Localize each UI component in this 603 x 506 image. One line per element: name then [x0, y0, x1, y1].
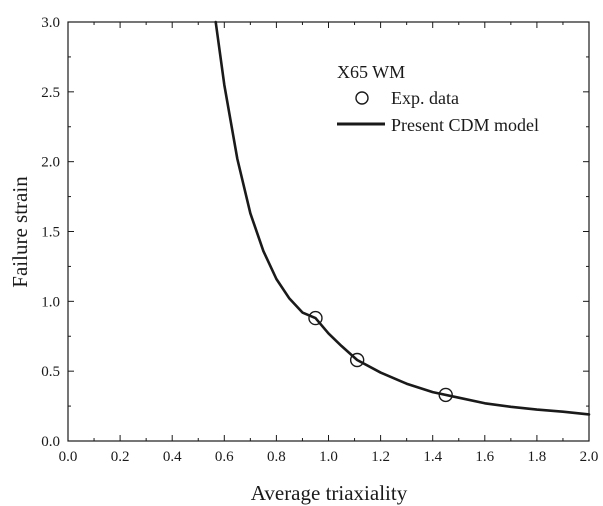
legend-label-exp-data: Exp. data: [391, 88, 459, 108]
x-tick-label: 1.0: [319, 449, 338, 465]
y-tick-label: 0.5: [41, 364, 60, 380]
x-tick-label: 2.0: [580, 449, 599, 465]
y-tick-label: 2.5: [41, 85, 60, 101]
y-tick-label: 2.0: [41, 155, 60, 171]
y-tick-label: 1.0: [41, 294, 60, 310]
legend: X65 WM Exp. data Present CDM model: [337, 62, 539, 135]
x-tick-label: 0.8: [267, 449, 286, 465]
y-tick-label: 3.0: [41, 15, 60, 31]
x-tick-label: 1.6: [475, 449, 494, 465]
x-tick-label: 1.2: [371, 449, 390, 465]
plot-area: [67, 21, 590, 442]
y-tick-label: 0.0: [41, 434, 60, 450]
legend-label-cdm-model: Present CDM model: [391, 115, 539, 135]
marker-layer: [308, 310, 453, 403]
legend-marker-exp-data: [355, 91, 369, 105]
x-tick-label: 0.2: [111, 449, 130, 465]
data-point-exp: [349, 352, 365, 368]
series-line-cdm-model: [214, 20, 591, 416]
ticks-layer: 0.0 0.2 0.4 0.6 0.8 1.0 1.2 1.4 1.6 1.8 2.0 0.0 0.5 1…: [41, 15, 598, 465]
x-tick-label: 1.4: [423, 449, 442, 465]
x-tick-label: 0.6: [215, 449, 234, 465]
x-tick-label: 0.0: [59, 449, 78, 465]
legend-title: X65 WM: [337, 62, 405, 82]
x-tick-label: 1.8: [528, 449, 547, 465]
data-point-exp: [308, 310, 323, 326]
data-point-exp: [438, 387, 453, 403]
curve-layer: [214, 20, 591, 416]
x-axis-label: Average triaxiality: [251, 481, 408, 505]
x-tick-label: 0.4: [163, 449, 182, 465]
y-axis-label: Failure strain: [8, 176, 32, 288]
y-tick-label: 1.5: [41, 225, 60, 241]
plot-frame: [67, 21, 590, 442]
